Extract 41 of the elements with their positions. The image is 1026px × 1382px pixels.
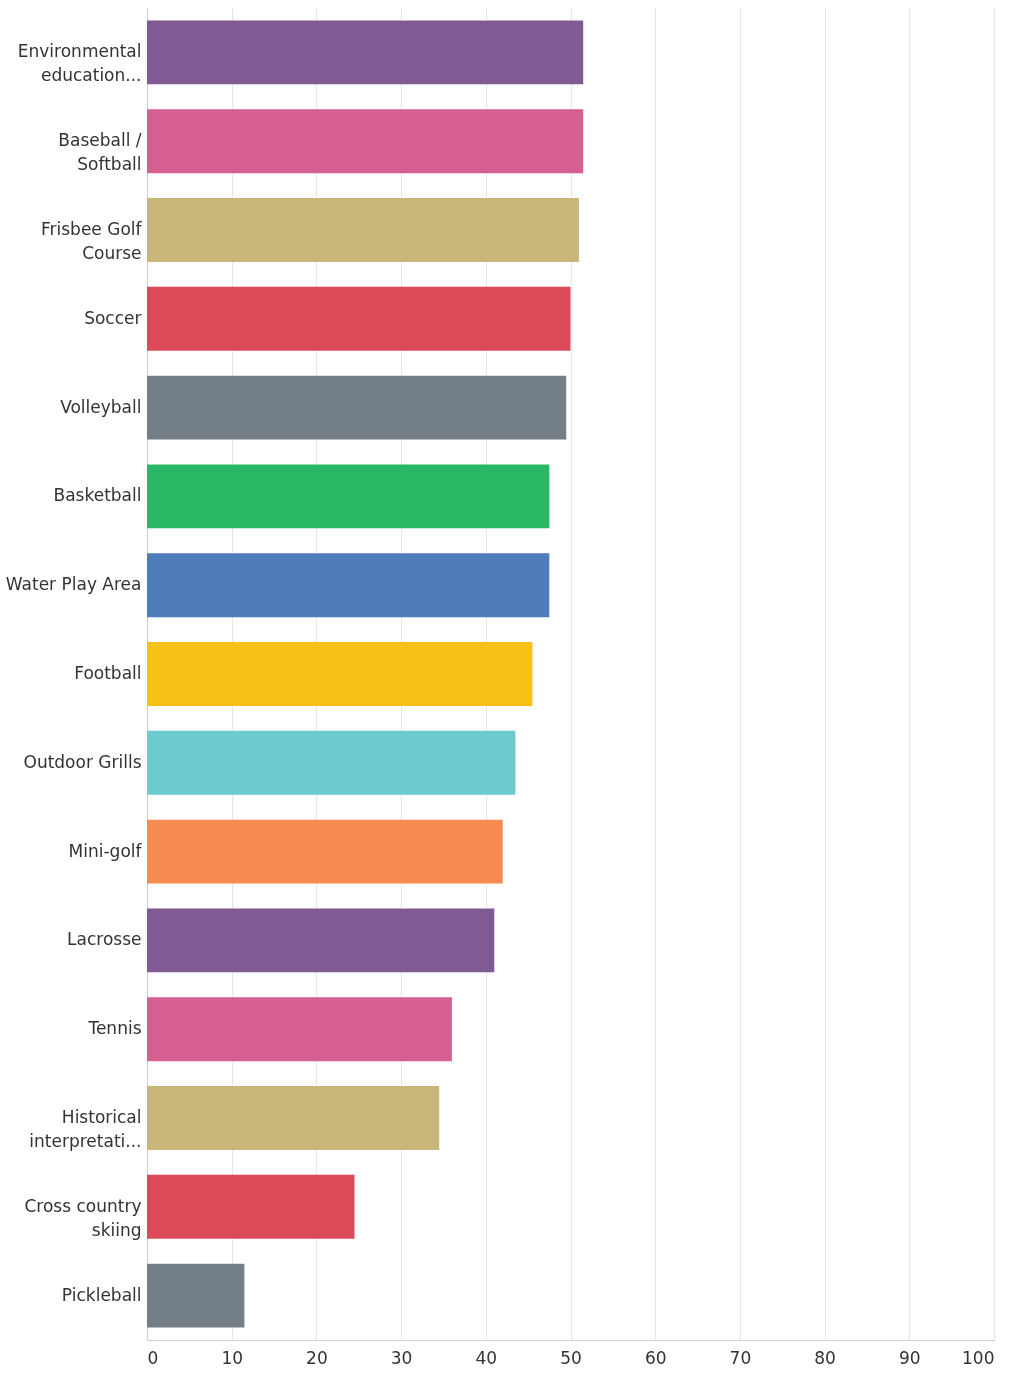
x-tick-label: 60 xyxy=(644,1347,667,1368)
y-tick-label: Mini-golf xyxy=(68,840,143,861)
bar xyxy=(147,464,550,529)
bar xyxy=(147,20,584,85)
bar xyxy=(147,908,495,973)
x-tick-label: 80 xyxy=(814,1347,836,1368)
bar xyxy=(147,997,452,1062)
bar xyxy=(147,642,533,706)
x-tick-label: 100 xyxy=(962,1347,995,1368)
bar xyxy=(147,553,550,618)
y-tick-label: Lacrosse xyxy=(67,929,142,950)
y-tick-label: Soccer xyxy=(84,307,142,328)
bar xyxy=(147,730,516,795)
y-tick-label: Water Play Area xyxy=(5,574,142,595)
y-tick-label: Pickleball xyxy=(61,1284,142,1305)
x-tick-label: 20 xyxy=(306,1347,328,1368)
bar xyxy=(147,109,584,174)
y-tick-label: Historical interpretati... xyxy=(29,1107,142,1151)
bar xyxy=(147,286,571,351)
bar xyxy=(147,1174,355,1239)
x-tick-label: 40 xyxy=(475,1347,498,1368)
x-tick-label: 90 xyxy=(898,1347,921,1368)
x-tick-label: 50 xyxy=(560,1347,582,1368)
bar xyxy=(147,198,579,262)
y-tick-label: Outdoor Grills xyxy=(23,751,142,772)
bar xyxy=(147,1086,440,1150)
y-tick-label: Tennis xyxy=(87,1018,142,1039)
y-tick-label: Baseball / Softball xyxy=(58,130,142,175)
x-tick-label: 0 xyxy=(147,1347,159,1368)
y-tick-label: Frisbee Golf Course xyxy=(40,219,143,263)
y-tick-label: Volleyball xyxy=(60,396,142,417)
x-tick-label: 30 xyxy=(390,1347,413,1368)
bar xyxy=(147,375,567,440)
x-tick-label: 70 xyxy=(729,1347,752,1368)
y-tick-label: Football xyxy=(74,663,142,683)
y-tick-label: Basketball xyxy=(53,485,142,506)
x-tick-label: 10 xyxy=(221,1347,244,1368)
bar xyxy=(147,1263,245,1328)
y-tick-label: Environmental education... xyxy=(17,41,142,86)
bar xyxy=(147,819,503,884)
y-tick-label: Cross country skiing xyxy=(24,1195,142,1240)
